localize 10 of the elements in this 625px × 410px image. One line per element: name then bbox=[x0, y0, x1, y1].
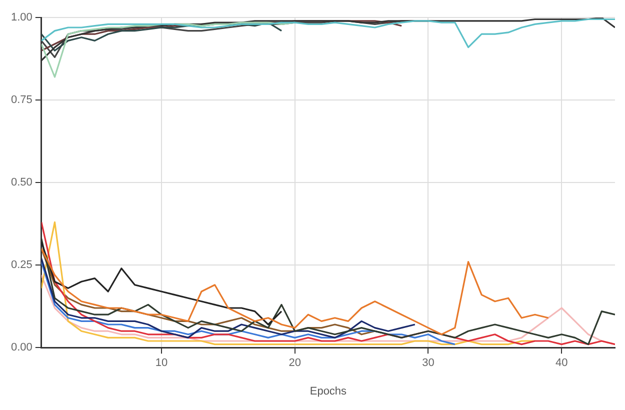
y-tick-label: 0.50 bbox=[10, 176, 32, 189]
x-tick-label: 30 bbox=[422, 357, 434, 370]
x-tick-label: 40 bbox=[556, 357, 568, 370]
y-tick-label: 0.75 bbox=[10, 94, 32, 106]
x-axis-title: Epochs bbox=[310, 385, 348, 398]
y-tick-label: 0.25 bbox=[10, 259, 32, 272]
y-tick-label: 1.00 bbox=[10, 12, 32, 24]
x-tick-label: 10 bbox=[155, 357, 168, 370]
y-tick-label: 0.00 bbox=[10, 342, 32, 354]
x-tick-label: 20 bbox=[288, 357, 301, 370]
